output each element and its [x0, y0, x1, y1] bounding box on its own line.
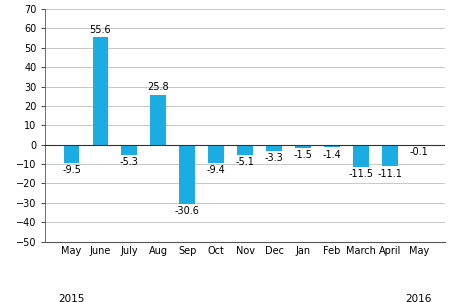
Bar: [266, 145, 282, 151]
Bar: [382, 145, 398, 166]
Text: -5.1: -5.1: [236, 157, 255, 167]
Text: -11.1: -11.1: [377, 169, 402, 178]
Text: -30.6: -30.6: [175, 206, 200, 216]
Text: -3.3: -3.3: [265, 153, 283, 163]
Bar: [237, 145, 253, 155]
Text: -9.4: -9.4: [207, 165, 226, 175]
Text: 25.8: 25.8: [148, 82, 169, 92]
Bar: [324, 145, 340, 147]
Text: -1.4: -1.4: [323, 150, 341, 160]
Bar: [353, 145, 369, 167]
Text: 2015: 2015: [58, 294, 85, 302]
Text: 2016: 2016: [405, 294, 432, 302]
Text: -1.5: -1.5: [294, 150, 312, 160]
Text: -0.1: -0.1: [410, 147, 428, 157]
Bar: [295, 145, 311, 148]
Bar: [121, 145, 138, 155]
Bar: [64, 145, 79, 163]
Bar: [150, 95, 166, 145]
Text: 55.6: 55.6: [89, 25, 111, 35]
Text: -11.5: -11.5: [348, 169, 374, 179]
Bar: [208, 145, 224, 163]
Text: -5.3: -5.3: [120, 157, 139, 167]
Text: -9.5: -9.5: [62, 165, 81, 175]
Bar: [93, 37, 109, 145]
Bar: [179, 145, 195, 204]
